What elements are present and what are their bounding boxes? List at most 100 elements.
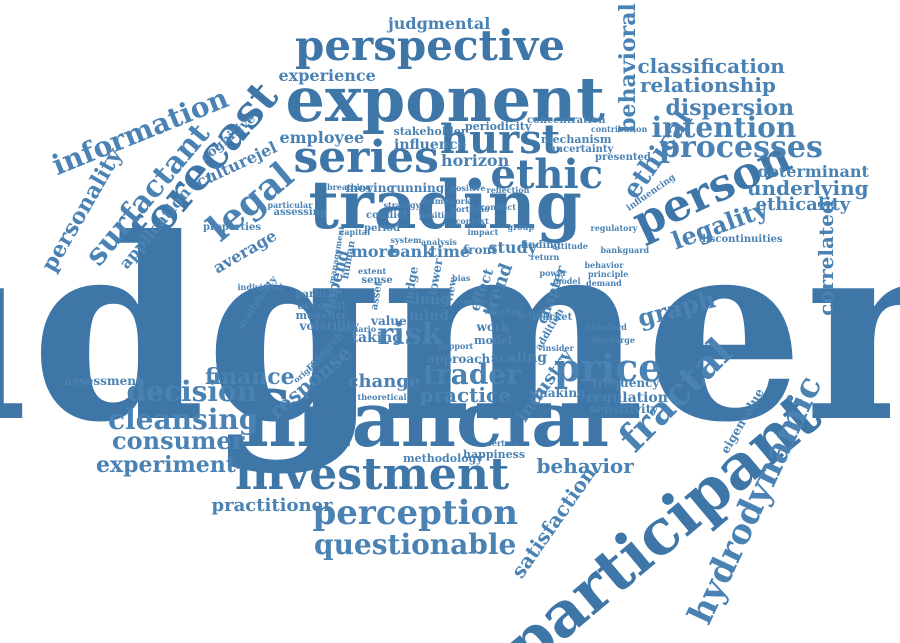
cloud-word: market	[532, 312, 573, 323]
cloud-word: extent	[358, 266, 387, 276]
cloud-word: certain	[487, 438, 519, 448]
cloud-word: particle	[295, 289, 339, 300]
cloud-word: lung	[414, 292, 450, 308]
cloud-word: position	[419, 210, 456, 220]
cloud-word: correlated	[813, 200, 838, 316]
cloud-word: power	[539, 268, 567, 278]
cloud-word: trader	[423, 358, 521, 391]
cloud-word: model	[474, 333, 512, 347]
cloud-word: behavioral	[614, 3, 641, 133]
cloud-word: sense	[361, 275, 393, 286]
cloud-word: regulation	[586, 390, 668, 406]
cloud-word: employee	[279, 128, 365, 147]
cloud-word: frequency	[592, 376, 660, 390]
cloud-word: judgment	[0, 183, 900, 477]
cloud-word: front	[463, 243, 497, 257]
cloud-word: assessment	[64, 374, 142, 388]
cloud-word: attitude	[552, 241, 588, 251]
cloud-word: system	[390, 235, 422, 245]
cloud-word: behavior	[536, 454, 634, 478]
cloud-word: discharge	[591, 335, 635, 345]
cloud-word: strategy	[383, 200, 421, 210]
cloud-word: individual	[237, 282, 283, 292]
cloud-word: properties	[203, 222, 261, 233]
cloud-word: capital	[339, 227, 371, 237]
cloud-word: perspective	[295, 21, 566, 70]
cloud-word: scenario	[338, 324, 377, 334]
cloud-word: approach	[427, 352, 491, 366]
cloud-word: contribution	[591, 124, 648, 134]
cloud-word: period	[364, 223, 401, 234]
cloud-word: experiment	[96, 452, 236, 478]
cloud-word: judgmental	[388, 14, 491, 33]
cloud-word: group	[507, 222, 535, 232]
cloud-word: particular	[267, 200, 313, 210]
cloud-word: model	[553, 276, 581, 286]
cloud-word: context	[455, 216, 489, 226]
cloud-word: time	[429, 242, 471, 261]
cloud-word: insider	[542, 343, 574, 353]
cloud-word: uncertainty	[548, 144, 614, 155]
cloud-word: return	[530, 252, 560, 262]
cloud-word: processes	[659, 130, 823, 165]
cloud-word: perception	[312, 493, 518, 533]
cloud-word: finance	[205, 364, 295, 390]
cloud-word: stakeholder	[393, 124, 467, 138]
cloud-word: activity	[518, 310, 552, 320]
cloud-word: factor	[489, 307, 523, 318]
cloud-word: bankguard	[600, 245, 650, 255]
cloud-word: determinant	[757, 162, 869, 181]
cloud-word: study	[488, 238, 538, 257]
cloud-word: relationship	[640, 73, 776, 97]
cloud-word: more	[351, 242, 398, 261]
cloud-word: volatility	[299, 319, 359, 333]
cloud-word: mind	[409, 308, 450, 324]
cloud-word: support	[438, 341, 474, 351]
cloud-word: bank	[389, 242, 434, 261]
cloud-word: regulatory	[590, 223, 638, 233]
cloud-word: assessing	[273, 207, 327, 218]
cloud-word: concentration	[527, 115, 606, 126]
cloud-word: ethic	[490, 151, 604, 198]
cloud-word: standard	[587, 322, 627, 332]
cloud-word: measure	[295, 308, 349, 322]
cloud-word: trading	[308, 166, 582, 244]
cloud-word: bias	[452, 273, 471, 283]
cloud-word: practice	[419, 383, 511, 407]
cloud-word: risk	[377, 317, 443, 352]
cloud-word: demand	[586, 278, 622, 288]
cloud-word: framework	[422, 196, 471, 206]
cloud-word: price	[554, 345, 663, 390]
cloud-word: questionable	[314, 528, 517, 561]
cloud-word: underlying	[747, 176, 869, 200]
cloud-word: change	[347, 371, 421, 392]
cloud-word: practitioner	[211, 495, 333, 516]
cloud-word: experience	[278, 66, 376, 85]
cloud-word: behavior	[584, 260, 624, 270]
cloud-word: work	[476, 320, 510, 334]
cloud-word: investment	[235, 449, 510, 500]
cloud-word: hurst	[440, 116, 561, 163]
cloud-word: intention	[651, 111, 797, 144]
cloud-word: horizon	[441, 151, 510, 170]
cloud-word: mechanism	[541, 132, 612, 146]
cloud-word: ethicality	[755, 194, 851, 215]
cloud-word: breathing	[327, 182, 372, 192]
cloud-word: finding	[521, 240, 561, 251]
cloud-word: error	[463, 297, 487, 307]
cloud-word: influence	[394, 137, 467, 153]
cloud-word: analysis	[421, 237, 457, 247]
cloud-word: positive	[450, 183, 486, 193]
cloud-word: taking	[351, 330, 403, 346]
cloud-word: classification	[637, 54, 785, 78]
cloud-word: sensitivity	[589, 402, 659, 416]
cloud-word: value	[371, 314, 407, 328]
cloud-word: decision	[126, 375, 258, 408]
cloud-word: exponent	[285, 63, 605, 136]
cloud-word: principle	[588, 269, 629, 279]
cloud-word: consumer	[112, 426, 245, 455]
cloud-word: presented	[595, 152, 651, 163]
cloud-word: financial	[241, 375, 610, 464]
cloud-word: account	[297, 298, 347, 312]
